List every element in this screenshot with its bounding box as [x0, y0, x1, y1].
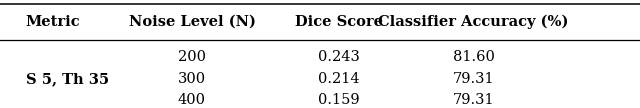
Text: Metric: Metric [26, 15, 80, 29]
Text: Dice Score: Dice Score [295, 15, 383, 29]
Text: 0.159: 0.159 [318, 93, 360, 107]
Text: Classifier Accuracy (%): Classifier Accuracy (%) [378, 14, 569, 29]
Text: 200: 200 [178, 50, 206, 64]
Text: 0.214: 0.214 [318, 72, 360, 86]
Text: 300: 300 [178, 72, 206, 86]
Text: 400: 400 [178, 93, 206, 107]
Text: 0.243: 0.243 [318, 50, 360, 64]
Text: 79.31: 79.31 [452, 72, 495, 86]
Text: 79.31: 79.31 [452, 93, 495, 107]
Text: 81.60: 81.60 [452, 50, 495, 64]
Text: Noise Level (N): Noise Level (N) [129, 15, 255, 29]
Text: S 5, Th 35: S 5, Th 35 [26, 72, 109, 86]
